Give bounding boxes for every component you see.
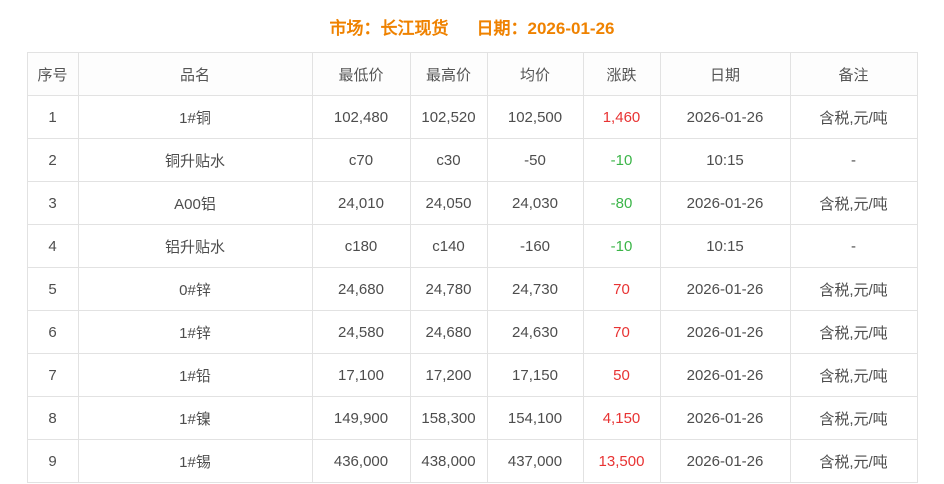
product-name: 铜升贴水 [77, 138, 313, 182]
remark-cell: 含税,元/吨 [789, 267, 918, 311]
high-price: 24,680 [409, 310, 488, 354]
low-price: 24,680 [311, 267, 411, 311]
change-value: 13,500 [582, 439, 661, 483]
avg-price: 154,100 [486, 396, 584, 440]
product-name: 1#铜 [77, 95, 313, 139]
date-cell: 2026-01-26 [659, 95, 791, 139]
product-name: 0#锌 [77, 267, 313, 311]
table-row: 7 1#铅 17,100 17,200 17,150 50 2026-01-26… [26, 353, 918, 397]
row-index: 8 [26, 396, 79, 440]
high-price: 24,050 [409, 181, 488, 225]
change-value: 70 [582, 267, 661, 311]
avg-price: 17,150 [486, 353, 584, 397]
row-index: 1 [26, 95, 79, 139]
low-price: c70 [311, 138, 411, 182]
col-header-low: 最低价 [311, 52, 411, 96]
col-header-seq: 序号 [26, 52, 79, 96]
avg-price: 24,630 [486, 310, 584, 354]
date-cell: 2026-01-26 [659, 439, 791, 483]
remark-cell: 含税,元/吨 [789, 396, 918, 440]
table-row: 9 1#锡 436,000 438,000 437,000 13,500 202… [26, 439, 918, 483]
high-price: 24,780 [409, 267, 488, 311]
product-name: 铝升贴水 [77, 224, 313, 268]
table-row: 1 1#铜 102,480 102,520 102,500 1,460 2026… [26, 95, 918, 139]
row-index: 2 [26, 138, 79, 182]
low-price: 17,100 [311, 353, 411, 397]
change-value: 70 [582, 310, 661, 354]
remark-cell: 含税,元/吨 [789, 95, 918, 139]
product-name: 1#锡 [77, 439, 313, 483]
remark-cell: - [789, 138, 918, 182]
date-cell: 10:15 [659, 224, 791, 268]
avg-price: -160 [486, 224, 584, 268]
remark-cell: 含税,元/吨 [789, 181, 918, 225]
low-price: 102,480 [311, 95, 411, 139]
col-header-avg: 均价 [486, 52, 584, 96]
high-price: 17,200 [409, 353, 488, 397]
product-name: 1#锌 [77, 310, 313, 354]
change-value: 50 [582, 353, 661, 397]
table-row: 4 铝升贴水 c180 c140 -160 -10 10:15 - [26, 224, 918, 268]
product-name: A00铝 [77, 181, 313, 225]
date-cell: 2026-01-26 [659, 353, 791, 397]
high-price: 102,520 [409, 95, 488, 139]
date-cell: 2026-01-26 [659, 396, 791, 440]
row-index: 9 [26, 439, 79, 483]
avg-price: 437,000 [486, 439, 584, 483]
row-index: 4 [26, 224, 79, 268]
low-price: c180 [311, 224, 411, 268]
date-cell: 2026-01-26 [659, 181, 791, 225]
change-value: 4,150 [582, 396, 661, 440]
col-header-remark: 备注 [789, 52, 918, 96]
page-title: 市场：长江现货 日期：2026-01-26 [0, 0, 944, 52]
low-price: 24,580 [311, 310, 411, 354]
header-row: 序号 品名 最低价 最高价 均价 涨跌 日期 备注 [26, 52, 918, 96]
product-name: 1#镍 [77, 396, 313, 440]
high-price: 438,000 [409, 439, 488, 483]
avg-price: 24,730 [486, 267, 584, 311]
table-row: 6 1#锌 24,580 24,680 24,630 70 2026-01-26… [26, 310, 918, 354]
avg-price: 24,030 [486, 181, 584, 225]
remark-cell: 含税,元/吨 [789, 310, 918, 354]
date-cell: 10:15 [659, 138, 791, 182]
row-index: 7 [26, 353, 79, 397]
table-row: 3 A00铝 24,010 24,050 24,030 -80 2026-01-… [26, 181, 918, 225]
row-index: 3 [26, 181, 79, 225]
col-header-date: 日期 [659, 52, 791, 96]
date-cell: 2026-01-26 [659, 267, 791, 311]
low-price: 436,000 [311, 439, 411, 483]
row-index: 5 [26, 267, 79, 311]
date-label: 日期：2026-01-26 [476, 18, 615, 38]
high-price: c30 [409, 138, 488, 182]
high-price: c140 [409, 224, 488, 268]
col-header-product: 品名 [77, 52, 313, 96]
change-value: -10 [582, 138, 661, 182]
remark-cell: 含税,元/吨 [789, 439, 918, 483]
price-table: 序号 品名 最低价 最高价 均价 涨跌 日期 备注 1 1#铜 102,480 … [26, 52, 918, 483]
product-name: 1#铅 [77, 353, 313, 397]
table-row: 5 0#锌 24,680 24,780 24,730 70 2026-01-26… [26, 267, 918, 311]
avg-price: -50 [486, 138, 584, 182]
change-value: -10 [582, 224, 661, 268]
table-row: 8 1#镍 149,900 158,300 154,100 4,150 2026… [26, 396, 918, 440]
table-row: 2 铜升贴水 c70 c30 -50 -10 10:15 - [26, 138, 918, 182]
low-price: 149,900 [311, 396, 411, 440]
high-price: 158,300 [409, 396, 488, 440]
date-cell: 2026-01-26 [659, 310, 791, 354]
market-label: 市场：长江现货 [329, 18, 449, 38]
avg-price: 102,500 [486, 95, 584, 139]
remark-cell: 含税,元/吨 [789, 353, 918, 397]
row-index: 6 [26, 310, 79, 354]
col-header-change: 涨跌 [582, 52, 661, 96]
change-value: 1,460 [582, 95, 661, 139]
change-value: -80 [582, 181, 661, 225]
col-header-high: 最高价 [409, 52, 488, 96]
remark-cell: - [789, 224, 918, 268]
low-price: 24,010 [311, 181, 411, 225]
